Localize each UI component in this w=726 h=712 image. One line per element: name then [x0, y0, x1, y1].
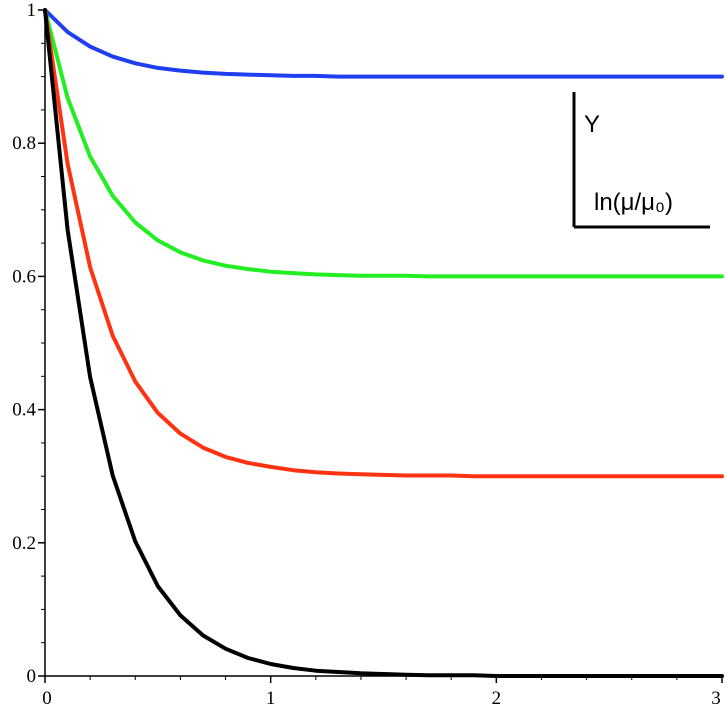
inset-x-label: ln(μ/μ₀) [594, 189, 673, 216]
x-tick-label: 1 [266, 688, 276, 709]
y-tick-label: 0.6 [12, 266, 36, 287]
series-line-4 [43, 8, 724, 678]
y-tick-label: 0 [27, 666, 37, 687]
x-tick-label: 3 [711, 688, 721, 709]
y-tick-label: 0.2 [12, 533, 36, 554]
series-line-3 [43, 8, 724, 479]
ticks-layer: 0 0.2 0.4 0.6 0.8 1 0 1 2 3 [12, 0, 723, 709]
x-tick-label: 2 [492, 688, 502, 709]
axes-layer [44, 10, 722, 677]
x-tick-label: 0 [42, 688, 52, 709]
axes-inset-legend: Y ln(μ/μ₀) [572, 92, 710, 229]
y-tick-label: 1 [27, 0, 37, 21]
series-line-1 [43, 8, 724, 79]
inset-y-label: Y [584, 111, 600, 138]
y-tick-label: 0.8 [12, 133, 36, 154]
series-line-2 [43, 8, 724, 279]
y-tick-label: 0.4 [12, 400, 36, 421]
series-layer [43, 8, 724, 678]
